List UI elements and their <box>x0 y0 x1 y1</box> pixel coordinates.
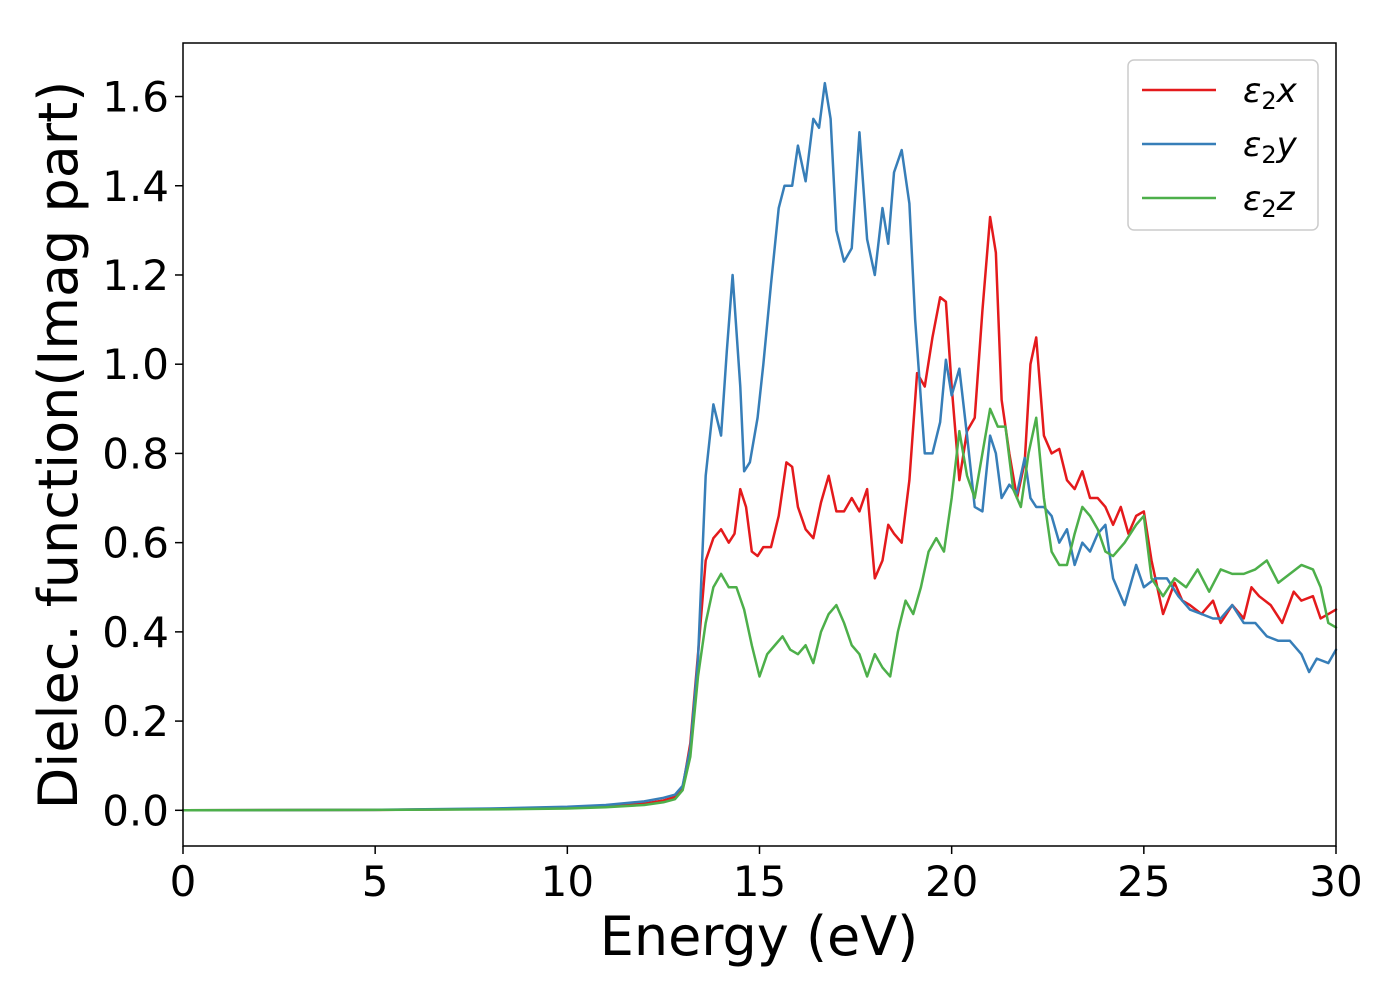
y-tick-label: 1.4 <box>102 162 169 211</box>
series-line-z <box>181 407 1338 812</box>
x-tick-label: 0 <box>170 857 197 906</box>
legend-label-z: ε2z <box>1243 179 1296 223</box>
x-axis-title: Energy (eV) <box>600 905 919 968</box>
legend-label-y: ε2y <box>1243 125 1298 169</box>
y-tick-label: 0.6 <box>102 519 169 568</box>
y-axis-ticks: 0.0 0.2 0.4 0.6 0.8 1.0 1.2 1.4 1.6 <box>102 73 183 835</box>
y-tick-label: 0.2 <box>102 697 169 746</box>
y-tick-label: 1.2 <box>102 251 169 300</box>
y-tick-label: 1.6 <box>102 73 169 122</box>
x-tick-label: 30 <box>1309 857 1362 906</box>
y-tick-label: 0.4 <box>102 608 169 657</box>
series-line-x <box>181 215 1338 812</box>
x-axis-ticks: 0 5 10 15 20 25 30 <box>170 846 1363 906</box>
y-tick-label: 0.8 <box>102 429 169 478</box>
y-axis-title: Dielec. function(Imag part) <box>27 81 90 810</box>
y-tick-label: 1.0 <box>102 340 169 389</box>
x-tick-label: 25 <box>1117 857 1170 906</box>
x-tick-label: 5 <box>362 857 389 906</box>
x-tick-label: 20 <box>925 857 978 906</box>
legend-box <box>1127 59 1319 231</box>
series-layer <box>181 81 1338 812</box>
y-tick-label: 0.0 <box>102 786 169 835</box>
series-line-y <box>181 81 1338 812</box>
x-tick-label: 15 <box>733 857 786 906</box>
legend-label-x: ε2x <box>1243 71 1298 115</box>
legend: ε2x ε2y ε2z <box>1127 59 1319 231</box>
x-tick-label: 10 <box>541 857 594 906</box>
